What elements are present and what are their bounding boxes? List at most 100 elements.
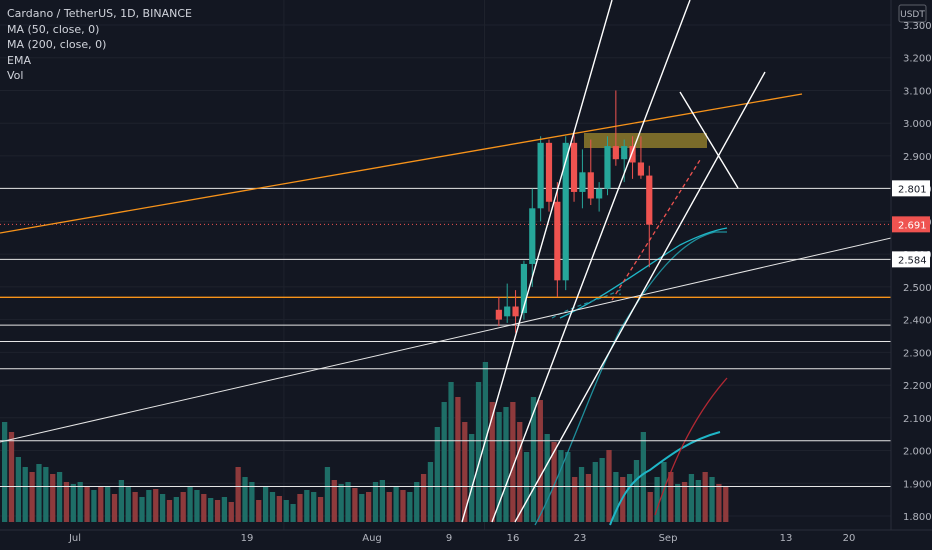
volume-bar: [716, 484, 722, 522]
y-tick-label: 1.800: [903, 512, 932, 523]
volume-bar: [91, 490, 97, 522]
x-tick-label: Sep: [659, 533, 678, 544]
volume-bar: [43, 467, 49, 522]
candle-body: [612, 146, 619, 160]
y-tick-label: 2.300: [903, 348, 932, 359]
y-tick-label: 2.500: [903, 283, 932, 294]
legend-symbol-title[interactable]: Cardano / TetherUS, 1D, BINANCE: [7, 7, 192, 20]
volume-bar: [386, 492, 392, 522]
volume-bar: [702, 472, 708, 522]
y-tick-label: 2.900: [903, 152, 932, 163]
volume-bar: [640, 432, 646, 522]
volume-bar: [8, 432, 15, 522]
volume-bar: [105, 487, 111, 522]
candle-body: [520, 263, 528, 314]
support-trendline: [0, 237, 892, 443]
volume-bar: [132, 492, 138, 522]
candle-body: [512, 306, 519, 317]
volume-bar: [572, 477, 578, 522]
legend-ma50[interactable]: MA (50, close, 0): [7, 22, 100, 36]
volume-bar: [414, 482, 420, 522]
volume-bar: [297, 494, 303, 522]
volume-bar: [352, 488, 358, 522]
supply-zone-box: [584, 133, 707, 148]
volume-bar: [455, 397, 461, 522]
volume-bar: [626, 474, 633, 522]
volume-bar: [317, 497, 324, 522]
volume-bar: [400, 490, 406, 522]
volume-bar: [661, 462, 667, 522]
volume-bar: [22, 467, 28, 522]
volume-bar: [276, 496, 282, 522]
horizontal-levels: [0, 187, 891, 488]
candle-body: [554, 201, 561, 281]
candle-body: [604, 146, 611, 189]
volume-bar: [345, 482, 351, 522]
volume-bar: [393, 486, 399, 522]
volume-bar: [125, 487, 131, 522]
volume-bar: [496, 412, 502, 522]
volume-bar: [510, 402, 516, 522]
y-tick-label: 2.200: [903, 381, 932, 392]
volume-bar: [462, 422, 468, 522]
candle-body: [629, 146, 636, 163]
volume-bar: [633, 460, 640, 522]
candle-body: [562, 142, 569, 281]
x-tick-label: 9: [446, 533, 452, 544]
volume-bar: [111, 494, 118, 522]
y-tick-label: 3.300: [903, 21, 932, 32]
volume-bar: [153, 489, 159, 522]
candles: [495, 90, 653, 333]
price-label-text: 2.691: [898, 220, 927, 231]
candle-body: [596, 188, 603, 199]
legend-ma200[interactable]: MA (200, close, 0): [7, 38, 107, 51]
x-tick-label: 23: [574, 533, 587, 544]
price-axis-background: [891, 0, 932, 550]
volume-bar: [606, 450, 612, 522]
volume-bar: [448, 382, 454, 522]
volume-bar: [668, 472, 674, 522]
legend-vol[interactable]: Vol: [7, 69, 24, 82]
candle-body: [495, 309, 502, 320]
volume-bar: [530, 397, 537, 522]
y-tick-label: 1.900: [903, 479, 932, 490]
volume-bar: [201, 494, 207, 522]
time-axis: Jul 19 Aug 9 16 23 Sep 13 20: [0, 529, 932, 544]
x-tick-label: 16: [507, 533, 520, 544]
ema-line: [559, 227, 728, 319]
volume-bar: [441, 402, 447, 522]
volume-bar: [214, 500, 221, 522]
volume-bar: [15, 457, 22, 522]
volume-bar: [118, 480, 125, 522]
x-tick-label: Aug: [362, 533, 382, 544]
candle-body: [529, 208, 536, 264]
price-label-text: 2.584: [898, 255, 927, 266]
x-tick-label: 20: [843, 533, 856, 544]
candle-body: [504, 306, 511, 317]
volume-bar: [242, 477, 248, 522]
volume-bar: [427, 462, 434, 522]
volume-bar: [585, 474, 592, 522]
legend-ema[interactable]: EMA: [7, 53, 31, 67]
candle-body: [579, 172, 586, 192]
candle-body: [621, 146, 628, 160]
volume-bar: [249, 482, 255, 522]
volume-bar: [262, 487, 269, 522]
volume-bar: [29, 472, 35, 522]
volume-bar: [228, 502, 234, 522]
volume-bar: [290, 504, 296, 522]
y-tick-label: 3.200: [903, 54, 932, 65]
volume-bar: [180, 492, 186, 522]
volume-bar: [283, 500, 289, 522]
volume-bar: [187, 487, 193, 522]
orange-trendline: [0, 93, 803, 234]
volume-bar: [372, 482, 379, 522]
volume-bar: [366, 492, 372, 522]
price-axis: USDT 3.3003.2003.1003.0002.9002.8002.700…: [890, 0, 932, 550]
volume-bar: [578, 467, 585, 522]
volume-bar: [50, 474, 56, 522]
currency-badge[interactable]: [898, 4, 927, 23]
x-tick-label: Jul: [68, 533, 81, 544]
candle-body: [545, 142, 553, 202]
